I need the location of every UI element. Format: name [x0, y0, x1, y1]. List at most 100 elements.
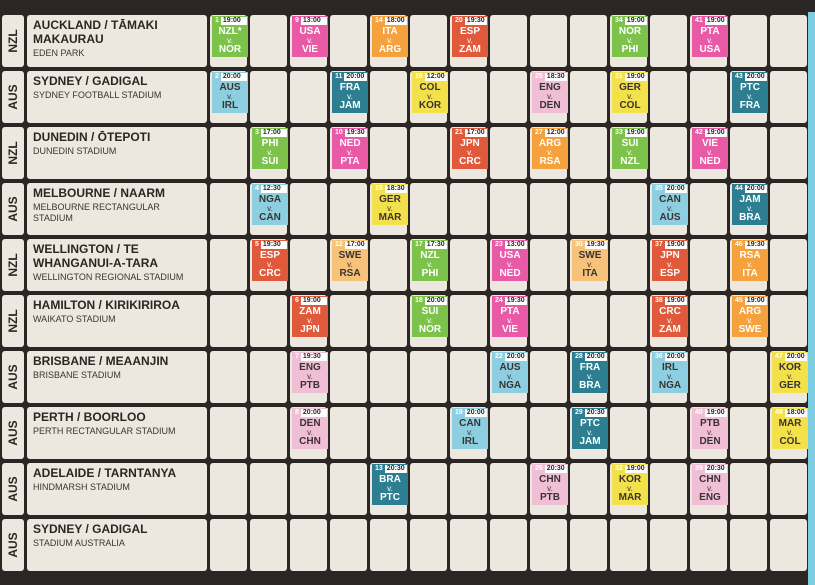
- match-card[interactable]: 6 19:00 ZAM v. JPN: [292, 296, 328, 337]
- match-card[interactable]: 44 20:00 JAM v. BRA: [732, 184, 768, 225]
- match-card[interactable]: 10 19:30 NED v. PTA: [332, 128, 368, 169]
- match-card[interactable]: 34 19:00 NOR v. PHI: [612, 16, 648, 57]
- match-card[interactable]: 9 13:00 USA v. VIE: [292, 16, 328, 57]
- match-card[interactable]: 21 17:00 JPN v. CRC: [452, 128, 488, 169]
- match-number: 31: [613, 73, 625, 81]
- day-cell: [770, 71, 807, 123]
- match-card[interactable]: 28 20:00 FRA v. BRA: [572, 352, 608, 393]
- match-card[interactable]: 1 19:00 NZL* v. NOR: [212, 16, 248, 57]
- match-card[interactable]: 16 12:00 COL v. KOR: [412, 72, 448, 113]
- match-card[interactable]: 18 20:00 SUI v. NOR: [412, 296, 448, 337]
- team-away: JAM: [339, 100, 361, 111]
- match-time: 13:00: [302, 17, 321, 24]
- match-card[interactable]: 12 17:00 SWE v. RSA: [332, 240, 368, 281]
- day-cell: 46 19:30 RSA v. ITA: [730, 239, 768, 291]
- versus-label: v.: [627, 36, 633, 45]
- match-number: 12: [333, 241, 345, 249]
- match-teams: ARG v. RSA: [532, 138, 568, 167]
- match-card[interactable]: 22 20:00 AUS v. NGA: [492, 352, 528, 393]
- match-card[interactable]: 35 20:00 CAN v. AUS: [652, 184, 688, 225]
- match-teams: JPN v. ESP: [652, 250, 688, 279]
- match-card[interactable]: 4 12:30 NGA v. CAN: [252, 184, 288, 225]
- versus-label: v.: [747, 92, 753, 101]
- match-header: 46 19:30: [732, 240, 768, 250]
- day-cell: 43 20:00 PTC v. FRA: [730, 71, 768, 123]
- match-card[interactable]: 25 18:30 ENG v. DEN: [532, 72, 568, 113]
- match-card[interactable]: 47 20:00 KOR v. GER: [772, 352, 808, 393]
- match-number: 33: [613, 129, 625, 137]
- match-number: 6: [293, 297, 301, 305]
- venue-city: MELBOURNE / NAARM: [33, 186, 165, 200]
- day-cell: 19 20:00 CAN v. IRL: [450, 407, 488, 459]
- day-cell: 17 17:30 NZL v. PHI: [410, 239, 448, 291]
- match-header: 37 19:00: [652, 240, 688, 250]
- match-card[interactable]: 43 20:00 PTC v. FRA: [732, 72, 768, 113]
- match-card[interactable]: 13 20:30 BRA v. PTC: [372, 464, 408, 505]
- match-card[interactable]: 24 19:30 PTA v. VIE: [492, 296, 528, 337]
- match-card[interactable]: 3 17:00 PHI v. SUI: [252, 128, 288, 169]
- versus-label: v.: [507, 372, 513, 381]
- match-card[interactable]: 48 18:00 MAR v. COL: [772, 408, 808, 449]
- team-away: NGA: [498, 380, 522, 391]
- match-card[interactable]: 8 20:00 DEN v. CHN: [292, 408, 328, 449]
- match-card[interactable]: 40 19:00 PTB v. DEN: [692, 408, 728, 449]
- match-card[interactable]: 45 19:00 ARG v. SWE: [732, 296, 768, 337]
- match-time: 20:00: [666, 353, 685, 360]
- venue-stadium: SYDNEY FOOTBALL STADIUM: [33, 90, 162, 100]
- day-cell: [210, 239, 247, 291]
- team-away: FRA: [739, 100, 761, 111]
- day-cell: [490, 519, 527, 571]
- match-card[interactable]: 5 19:30 ESP v. CRC: [252, 240, 288, 281]
- team-away: DEN: [539, 100, 561, 111]
- match-time: 17:00: [262, 129, 281, 136]
- match-card[interactable]: 37 19:00 JPN v. ESP: [652, 240, 688, 281]
- team-home: MAR: [778, 418, 802, 429]
- match-card[interactable]: 15 18:30 GER v. MAR: [372, 184, 408, 225]
- match-card[interactable]: 14 18:00 ITA v. ARG: [372, 16, 408, 57]
- team-away: NGA: [658, 380, 682, 391]
- venue-row: NZL DUNEDIN / ŌTEPOTI DUNEDIN STADIUM 3 17:0…: [0, 127, 808, 179]
- match-card[interactable]: 2 20:00 AUS v. IRL: [212, 72, 248, 113]
- match-time: 19:00: [626, 465, 645, 472]
- versus-label: v.: [427, 260, 433, 269]
- versus-label: v.: [227, 36, 233, 45]
- match-card[interactable]: 36 20:00 IRL v. NGA: [652, 352, 688, 393]
- match-card[interactable]: 41 19:00 PTA v. USA: [692, 16, 728, 57]
- match-card[interactable]: 39 20:30 CHN v. ENG: [692, 464, 728, 505]
- match-card[interactable]: 17 17:30 NZL v. PHI: [412, 240, 448, 281]
- match-card[interactable]: 33 19:00 SUI v. NZL: [612, 128, 648, 169]
- match-time: 19:30: [586, 241, 605, 248]
- team-home: JPN: [460, 138, 480, 149]
- versus-label: v.: [507, 316, 513, 325]
- match-card[interactable]: 7 19:30 ENG v. PTB: [292, 352, 328, 393]
- match-card[interactable]: 42 19:00 VIE v. NED: [692, 128, 728, 169]
- match-card[interactable]: 20 19:30 ESP v. ZAM: [452, 16, 488, 57]
- match-time: 19:00: [666, 241, 685, 248]
- match-time: 20:00: [222, 73, 241, 80]
- match-card[interactable]: 38 19:00 CRC v. ZAM: [652, 296, 688, 337]
- venue-cell: DUNEDIN / ŌTEPOTI DUNEDIN STADIUM: [27, 127, 207, 179]
- match-card[interactable]: 46 19:30 RSA v. ITA: [732, 240, 768, 281]
- match-card[interactable]: 29 20:30 PTC v. JAM: [572, 408, 608, 449]
- match-card[interactable]: 11 20:00 FRA v. JAM: [332, 72, 368, 113]
- day-cell: [410, 351, 447, 403]
- match-teams: CHN v. ENG: [692, 474, 728, 503]
- day-cell: 21 17:00 JPN v. CRC: [450, 127, 488, 179]
- match-card[interactable]: 23 13:00 USA v. NED: [492, 240, 528, 281]
- match-number: 42: [693, 129, 705, 137]
- match-card[interactable]: 32 19:00 KOR v. MAR: [612, 464, 648, 505]
- versus-label: v.: [387, 484, 393, 493]
- team-home: SUI: [421, 306, 439, 317]
- match-card[interactable]: 27 12:00 ARG v. RSA: [532, 128, 568, 169]
- match-card[interactable]: 26 20:30 CHN v. PTB: [532, 464, 568, 505]
- team-home: GER: [619, 82, 641, 93]
- match-card[interactable]: 31 19:00 GER v. COL: [612, 72, 648, 113]
- match-card[interactable]: 19 20:00 CAN v. IRL: [452, 408, 488, 449]
- country-label: NZL: [2, 239, 24, 291]
- match-card[interactable]: 30 19:30 SWE v. ITA: [572, 240, 608, 281]
- team-away: ARG: [378, 44, 402, 55]
- day-cell: 9 13:00 USA v. VIE: [290, 15, 328, 67]
- day-cell: [730, 15, 767, 67]
- match-number: 7: [293, 353, 301, 361]
- team-home: NZL: [420, 250, 440, 261]
